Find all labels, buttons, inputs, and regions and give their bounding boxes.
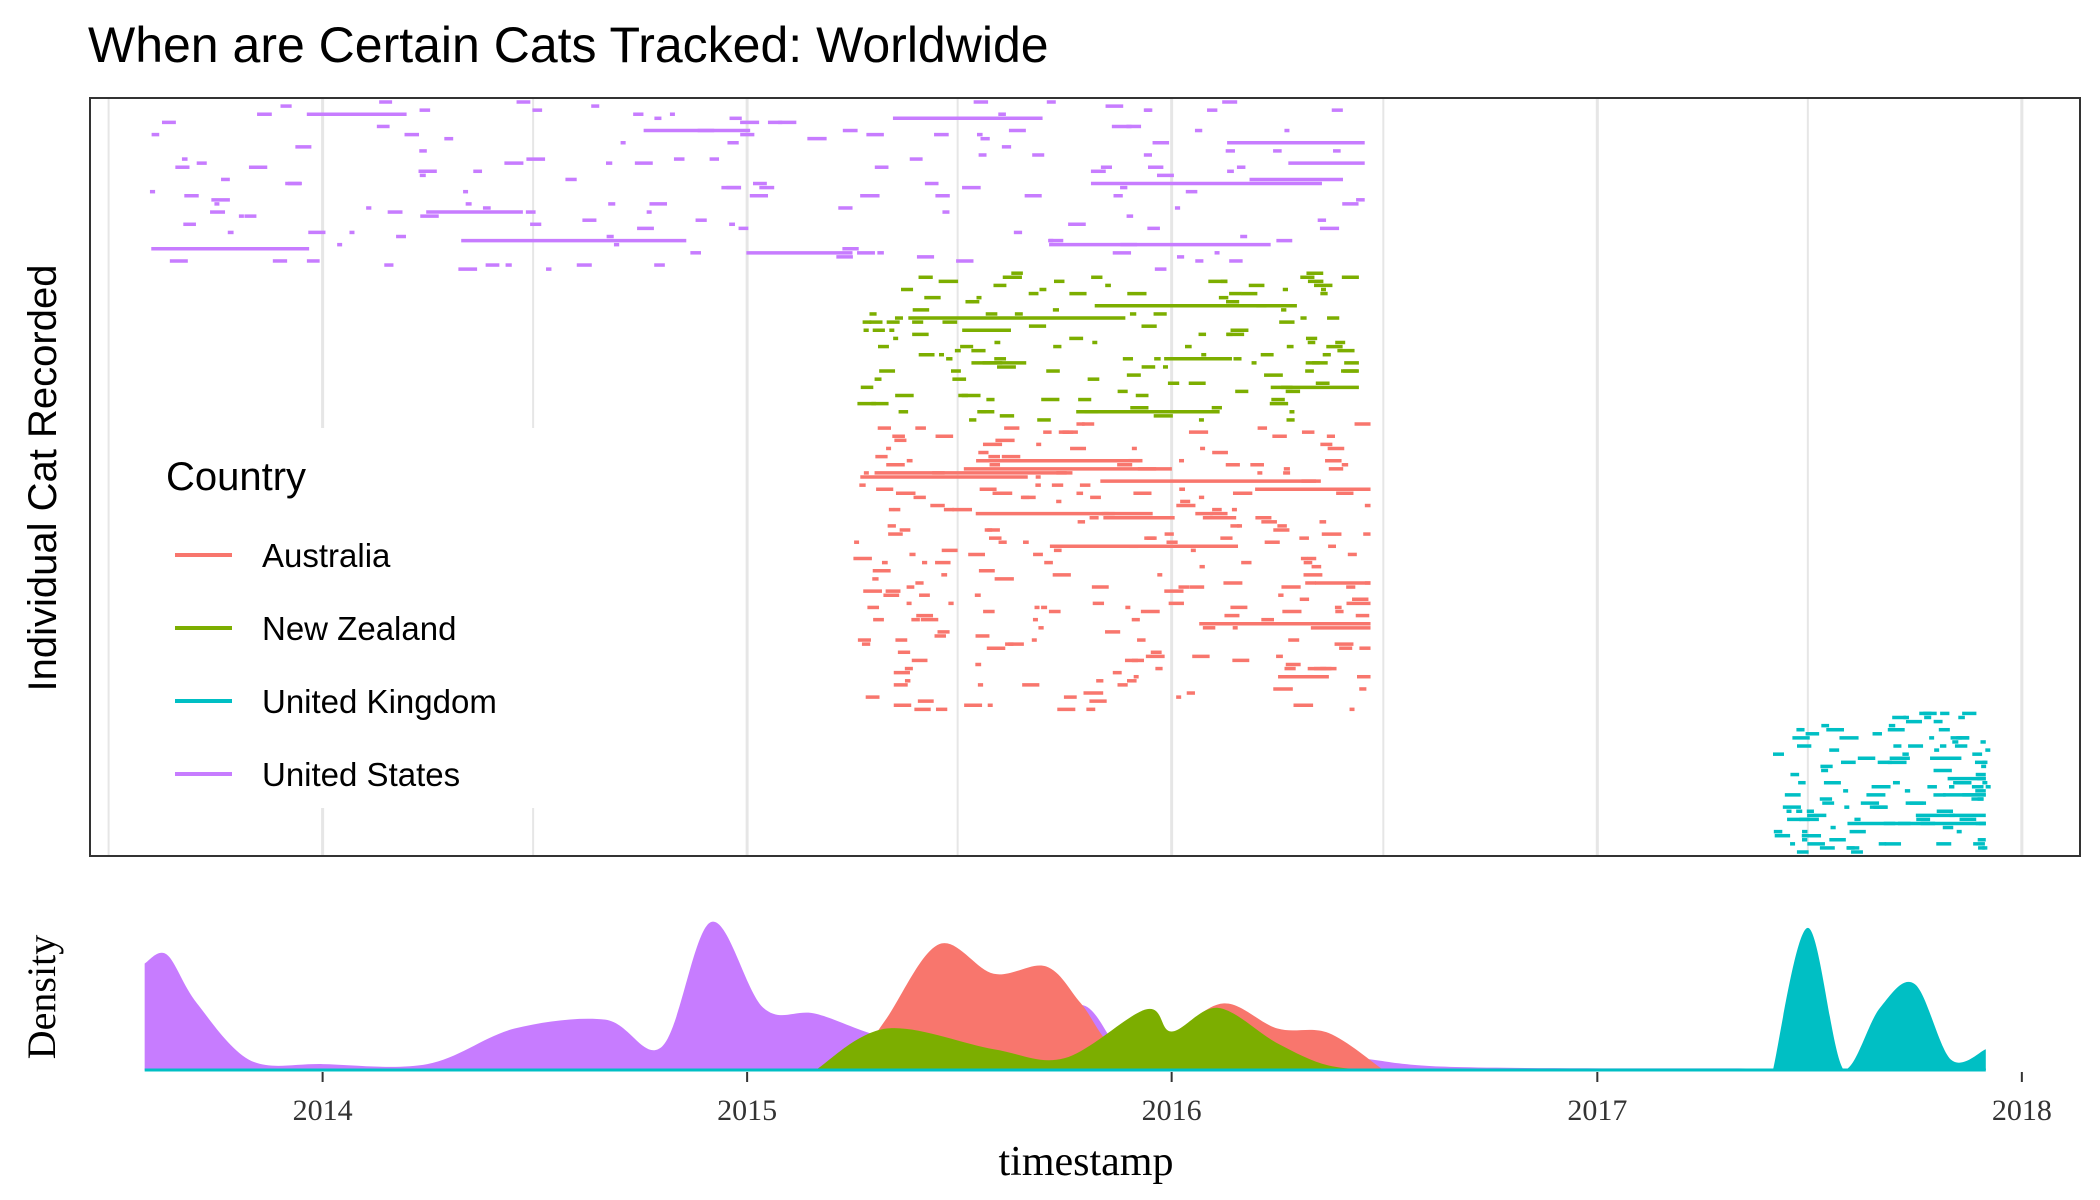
legend-item-united-states: United States bbox=[175, 756, 460, 793]
chart-title: When are Certain Cats Tracked: Worldwide bbox=[88, 17, 1049, 73]
density-areas bbox=[144, 921, 1986, 1072]
x-tick-label-2018: 2018 bbox=[1992, 1094, 2052, 1127]
x-tick-label-2014: 2014 bbox=[293, 1094, 353, 1127]
density-area-united-states bbox=[144, 921, 1986, 1070]
legend-label-australia: Australia bbox=[262, 537, 391, 574]
legend-background bbox=[158, 428, 558, 808]
legend-title: Country bbox=[166, 455, 306, 499]
x-axis-label: timestamp bbox=[999, 1139, 1174, 1185]
x-tick-label-2017: 2017 bbox=[1567, 1094, 1627, 1127]
legend-item-united-kingdom: United Kingdom bbox=[175, 683, 497, 720]
density-panel: 2014 2015 2016 2017 2018 bbox=[144, 921, 2052, 1127]
x-tick-label-2015: 2015 bbox=[717, 1094, 777, 1127]
legend-label-united-kingdom: United Kingdom bbox=[262, 683, 497, 720]
legend: Country Australia New Zealand United Kin… bbox=[158, 428, 558, 808]
legend-label-new-zealand: New Zealand bbox=[262, 610, 456, 647]
tracking-panel-border bbox=[89, 97, 2081, 857]
legend-item-new-zealand: New Zealand bbox=[175, 610, 456, 647]
legend-item-australia: Australia bbox=[175, 537, 391, 574]
tracking-y-axis-label: Individual Cat Recorded bbox=[21, 265, 65, 692]
x-axis: 2014 2015 2016 2017 2018 bbox=[293, 1072, 2052, 1127]
legend-label-united-states: United States bbox=[262, 756, 460, 793]
density-y-axis-label: Density bbox=[19, 935, 64, 1059]
x-tick-label-2016: 2016 bbox=[1142, 1094, 1202, 1127]
density-area-new-zealand bbox=[815, 1007, 1384, 1070]
density-area-united-kingdom bbox=[1772, 927, 1986, 1070]
tracking-segments bbox=[149, 100, 1991, 854]
